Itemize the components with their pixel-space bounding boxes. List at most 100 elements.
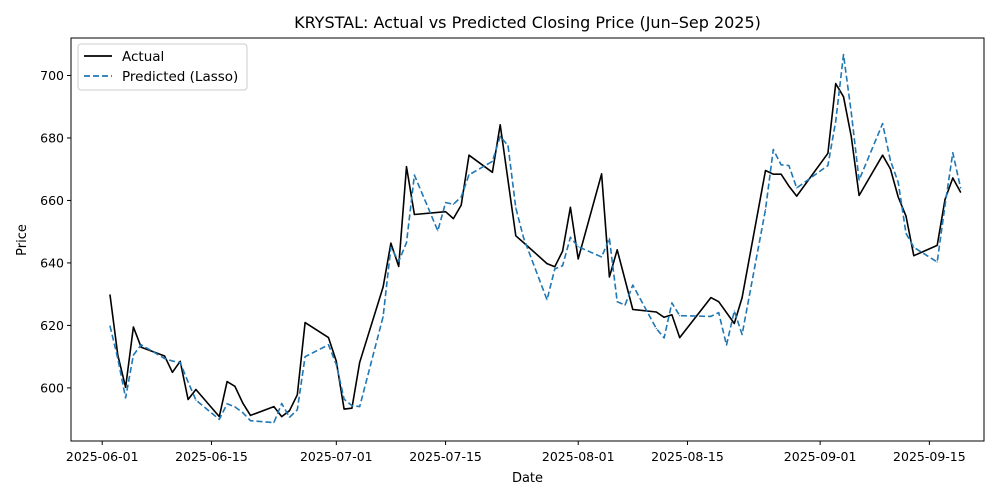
data-point — [608, 276, 611, 278]
data-point — [468, 174, 470, 176]
data-point — [882, 123, 884, 125]
data-point — [218, 416, 220, 418]
series-line — [109, 82, 962, 418]
data-point — [249, 420, 252, 422]
data-point — [616, 249, 618, 251]
data-point — [671, 302, 673, 304]
x-tick-label: 2025-09-15 — [893, 449, 966, 464]
x-tick-label: 2025-08-01 — [542, 449, 615, 464]
data-point — [741, 297, 743, 299]
data-point — [234, 385, 236, 387]
data-point — [772, 148, 774, 151]
data-point — [452, 218, 454, 220]
data-point — [952, 152, 954, 154]
data-point — [835, 83, 837, 85]
data-point — [858, 194, 860, 197]
x-tick-label: 2025-08-15 — [651, 449, 724, 464]
legend: Actual Predicted (Lasso) — [77, 43, 248, 91]
data-point — [960, 191, 962, 193]
data-point — [796, 195, 798, 197]
data-point — [140, 344, 142, 346]
data-point — [132, 354, 134, 356]
data-point — [491, 160, 493, 162]
data-point — [733, 322, 735, 325]
data-point — [764, 169, 767, 172]
data-point — [281, 402, 283, 405]
data-point — [725, 344, 728, 346]
data-point — [195, 399, 197, 401]
data-point — [710, 297, 712, 299]
data-point — [351, 405, 353, 407]
data-point — [897, 196, 899, 198]
data-point — [850, 136, 852, 138]
data-point — [679, 337, 681, 339]
data-point — [351, 407, 353, 409]
data-point — [718, 301, 720, 303]
data-point — [523, 242, 525, 244]
data-point — [327, 337, 330, 339]
data-point — [132, 326, 134, 328]
data-point — [936, 261, 938, 263]
data-point — [577, 258, 579, 260]
y-tick-label: 620 — [40, 318, 64, 333]
data-point — [390, 242, 392, 244]
data-point — [109, 294, 111, 296]
data-point — [952, 177, 954, 179]
data-point — [125, 397, 127, 399]
data-point — [710, 315, 712, 317]
data-point — [382, 316, 384, 318]
data-point — [460, 204, 462, 206]
data-point — [187, 381, 189, 383]
data-point — [140, 346, 142, 348]
data-point — [398, 260, 400, 262]
data-point — [234, 406, 236, 408]
series-layer — [109, 53, 962, 424]
data-point — [601, 256, 603, 258]
data-point — [842, 96, 845, 98]
plot-frame — [70, 37, 985, 442]
data-point — [655, 311, 657, 313]
data-point — [671, 314, 673, 316]
data-point — [296, 394, 298, 396]
data-point — [913, 246, 915, 248]
data-point — [405, 242, 408, 244]
data-point — [905, 232, 907, 234]
data-point — [889, 168, 892, 170]
data-point — [398, 265, 400, 267]
data-point — [577, 246, 579, 248]
data-point — [624, 304, 626, 306]
data-point — [499, 124, 501, 126]
data-point — [382, 286, 384, 288]
data-point — [960, 187, 962, 189]
data-point — [741, 333, 743, 336]
data-point — [242, 402, 244, 404]
data-point — [788, 164, 790, 167]
legend-actual-label: Actual — [122, 49, 164, 65]
data-point — [296, 409, 298, 411]
data-point — [125, 386, 127, 388]
series-actual — [109, 82, 962, 418]
data-point — [523, 237, 525, 239]
data-point — [788, 185, 790, 187]
data-point — [359, 406, 361, 408]
data-point — [452, 203, 454, 205]
data-point — [944, 204, 946, 206]
data-point — [281, 416, 283, 418]
data-point — [335, 363, 337, 366]
data-point — [171, 360, 173, 362]
x-tick-label: 2025-09-01 — [784, 449, 857, 464]
data-point — [171, 371, 173, 373]
data-point — [359, 361, 361, 363]
data-point — [835, 120, 837, 122]
data-point — [288, 410, 291, 412]
data-point — [663, 337, 665, 339]
series-predicted — [109, 53, 962, 424]
data-point — [304, 356, 306, 358]
y-axis-ticks: 600 620 640 660 680 700 — [40, 68, 71, 395]
data-point — [562, 265, 564, 267]
data-point — [445, 202, 447, 204]
x-tick-label: 2025-06-01 — [66, 449, 139, 464]
data-point — [445, 211, 447, 213]
legend-box — [77, 43, 248, 91]
data-point — [842, 54, 845, 56]
